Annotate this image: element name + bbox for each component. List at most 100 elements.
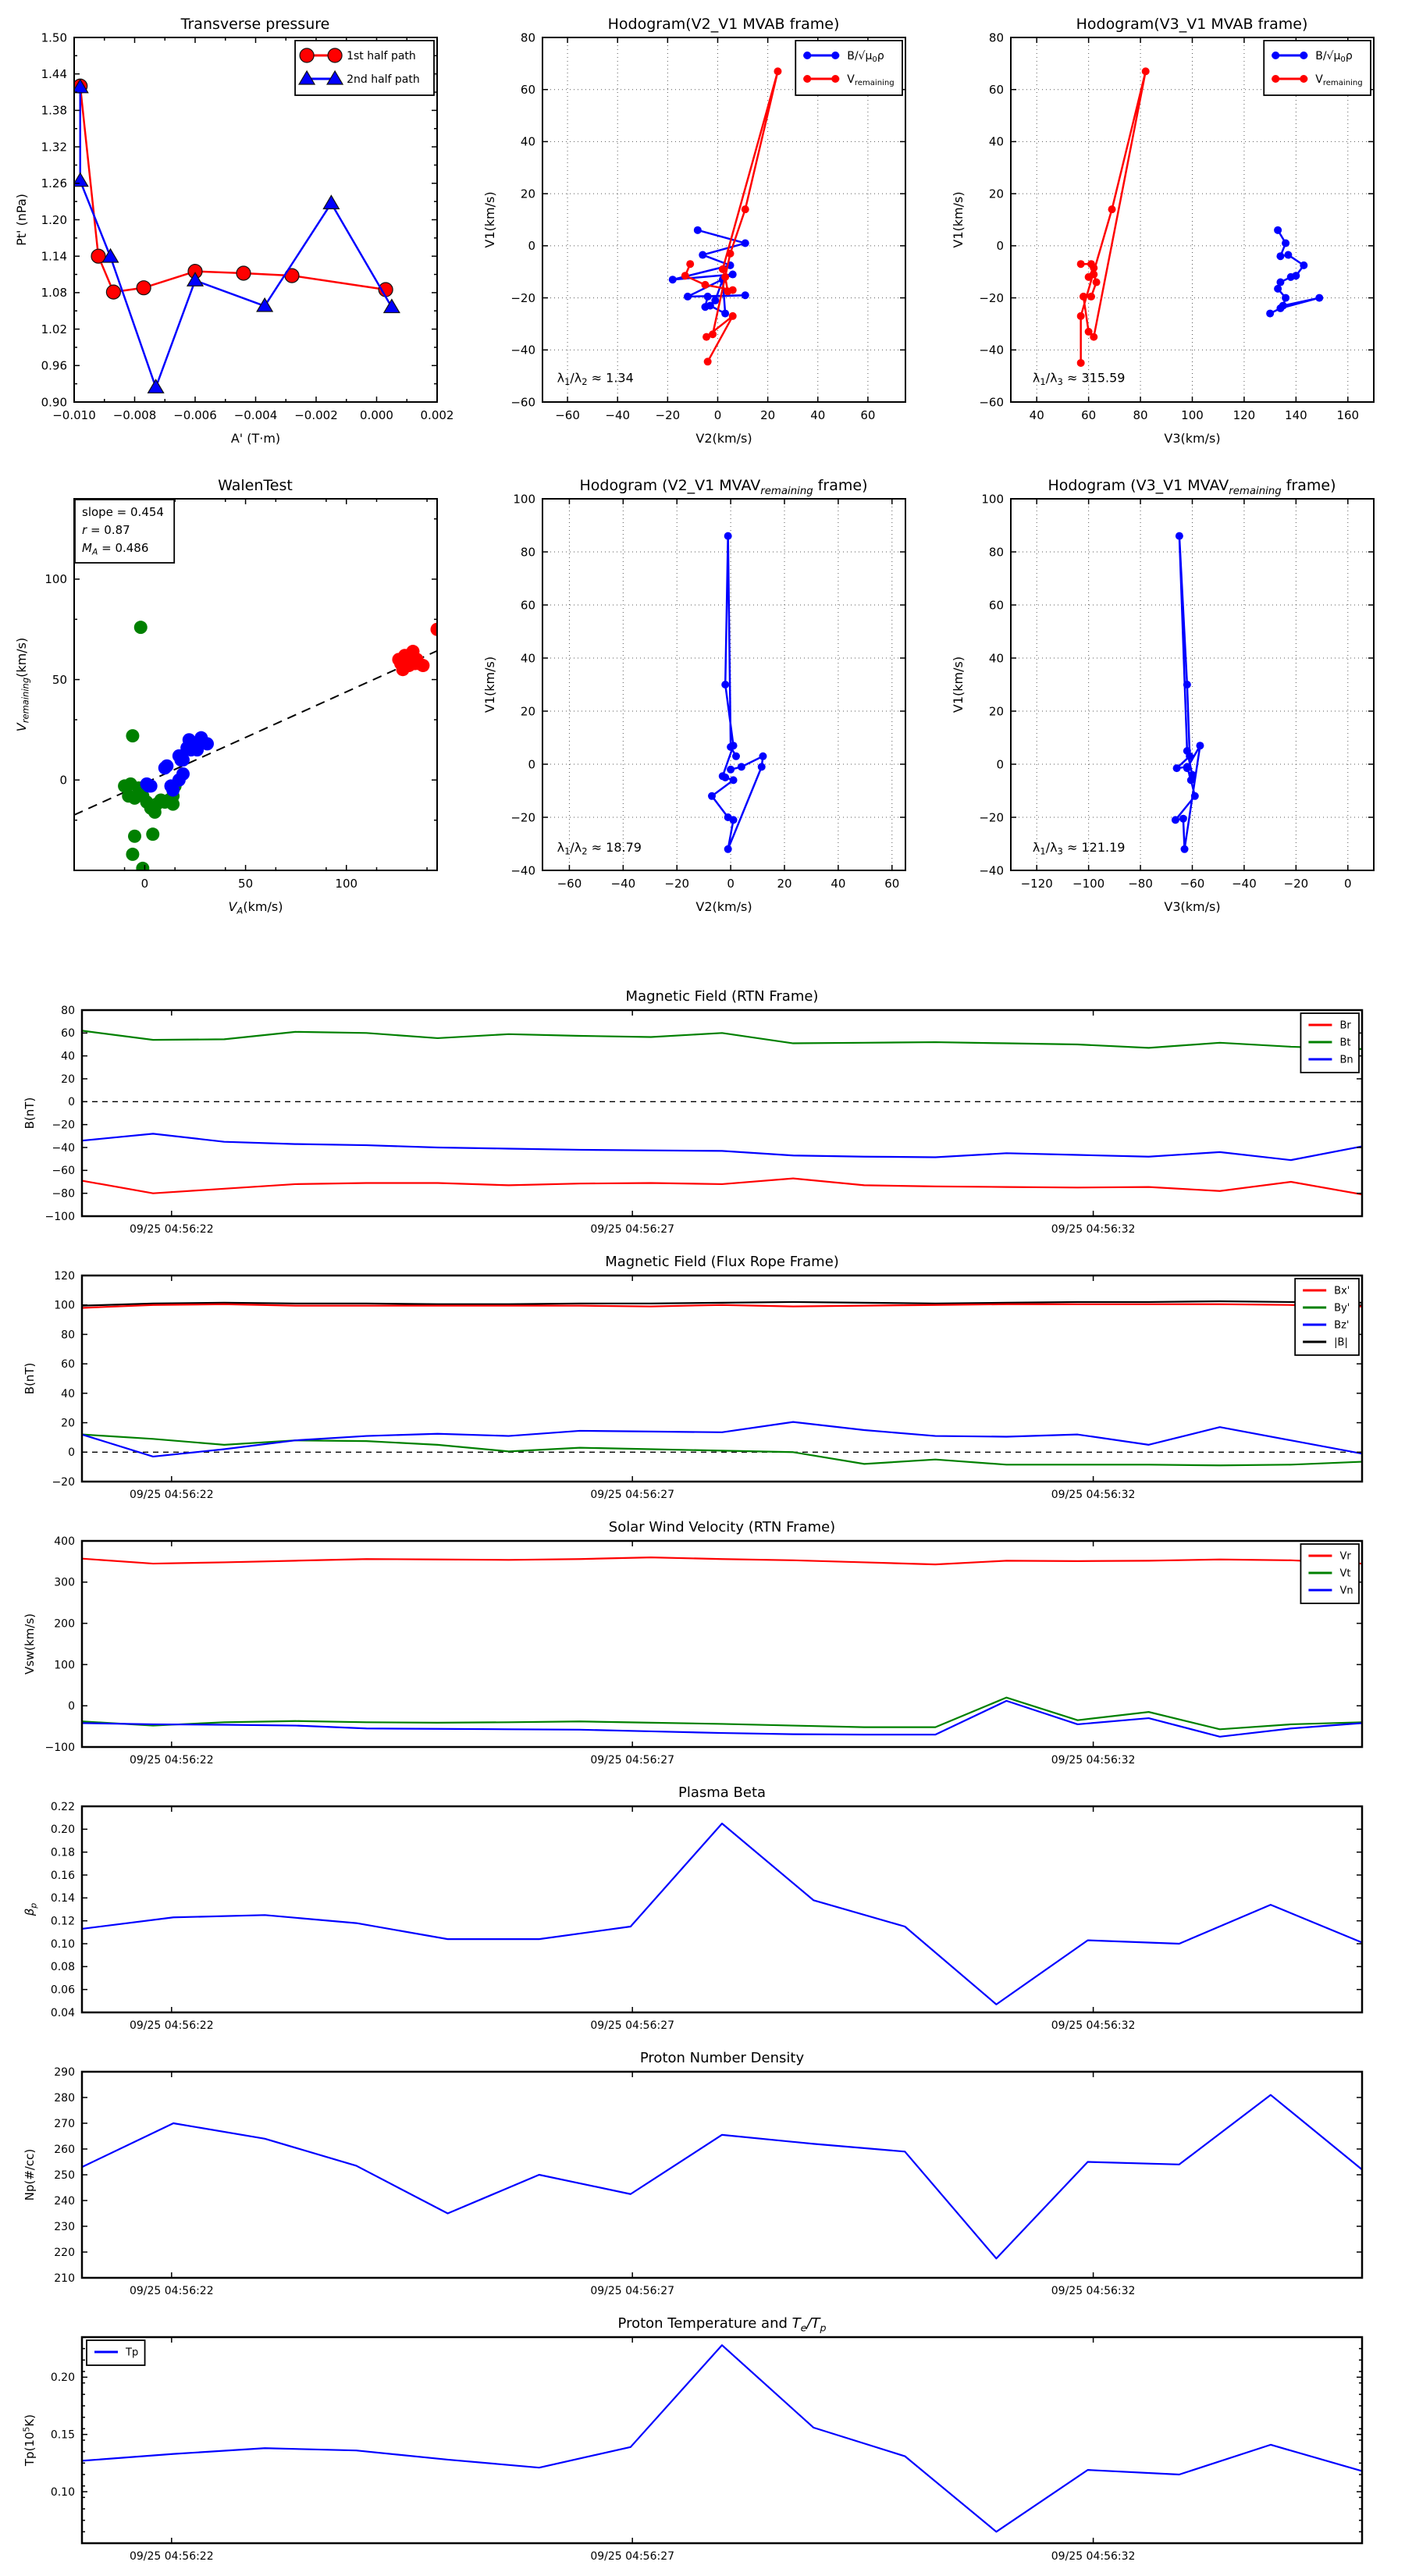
svg-text:−40: −40 [1232, 877, 1257, 891]
svg-text:80: 80 [1133, 408, 1148, 422]
hodogram-v3v1-mvab-plot: 40 60 80 100 120 140 160 −60 −40 −20 0 20 40 60 80 V3(k… [951, 30, 1375, 446]
legend: B/√μ0ρ Vremaining [1263, 40, 1371, 96]
svg-text:−40: −40 [611, 877, 636, 891]
svg-text:−40: −40 [52, 1142, 75, 1155]
svg-text:slope = 0.454: slope = 0.454 [82, 505, 164, 519]
svg-text:−60: −60 [510, 395, 535, 409]
series-2nd half path [73, 78, 400, 393]
ticks [82, 1806, 1362, 2013]
y-axis-label: Vremaining(km/s) [14, 638, 31, 731]
svg-text:−60: −60 [557, 877, 582, 891]
svg-text:−20: −20 [979, 291, 1004, 305]
ticks [542, 498, 905, 871]
svg-text:09/25 04:56:27: 09/25 04:56:27 [590, 1754, 674, 1767]
panel-hodogram-v3v1-mvav: Hodogram (V3_V1 MVAVremaining frame) −12… [937, 463, 1405, 939]
svg-text:120: 120 [1233, 408, 1256, 422]
svg-text:20: 20 [989, 704, 1004, 718]
series-|B| [81, 1300, 1363, 1307]
axes-box [80, 1539, 1364, 1749]
lambda-ratio-annotation: λ1/λ2 ≈ 1.34 [557, 370, 634, 387]
svg-text:200: 200 [54, 1618, 75, 1631]
legend: Tp [86, 2339, 146, 2366]
panel-title: Transverse pressure [180, 16, 330, 33]
x-axis-label: A' (T·m) [231, 431, 280, 446]
panel-title: Plasma Beta [678, 1784, 767, 1801]
svg-text:100: 100 [513, 492, 535, 506]
svg-text:80: 80 [989, 30, 1004, 44]
ticks [82, 1009, 1362, 1217]
svg-text:Bx': Bx' [1334, 1286, 1350, 1297]
ticks [82, 2071, 1362, 2279]
svg-text:09/25 04:56:32: 09/25 04:56:32 [1051, 1489, 1136, 1501]
svg-text:280: 280 [54, 2092, 75, 2105]
y-axis-label: Np(#/cc) [23, 2149, 37, 2201]
svg-text:1st half path: 1st half path [347, 50, 416, 62]
svg-text:100: 100 [1181, 408, 1204, 422]
svg-text:1.44: 1.44 [41, 67, 67, 81]
svg-text:60: 60 [61, 1358, 75, 1371]
svg-text:260: 260 [54, 2144, 75, 2156]
series-Tp [81, 2344, 1363, 2533]
svg-text:−60: −60 [979, 395, 1004, 409]
svg-text:60: 60 [989, 598, 1004, 612]
svg-text:1.50: 1.50 [41, 30, 67, 44]
svg-text:−20: −20 [52, 1119, 75, 1132]
panel-title: Solar Wind Velocity (RTN Frame) [608, 1519, 836, 1535]
walen-test-plot: 0 50 100 0 50 100 VA(km/s) Vremaining(km/s) slop… [14, 498, 438, 916]
svg-text:40: 40 [521, 135, 535, 149]
svg-text:80: 80 [521, 30, 535, 44]
svg-text:r = 0.87: r = 0.87 [82, 523, 130, 537]
series-Bz' [81, 1421, 1363, 1458]
series-group [708, 532, 767, 853]
axes-box [73, 498, 438, 871]
svg-text:20: 20 [61, 1417, 75, 1429]
hodogram-v2v1-mvav-plot: −60 −40 −20 0 20 40 60 −40 −20 0 20 40 60 80 100 V2(km/… [482, 492, 906, 914]
svg-text:0.04: 0.04 [51, 2007, 75, 2019]
svg-text:0: 0 [141, 877, 149, 891]
svg-text:400: 400 [54, 1535, 75, 1548]
svg-text:−80: −80 [1128, 877, 1153, 891]
svg-text:0.20: 0.20 [51, 2371, 75, 2384]
series-group [1076, 67, 1324, 367]
series-group [118, 621, 438, 871]
svg-text:−100: −100 [45, 1742, 75, 1754]
svg-text:300: 300 [54, 1577, 75, 1589]
panel-hodogram-v2v1-mvav: Hodogram (V2_V1 MVAVremaining frame) −60… [468, 463, 937, 939]
svg-text:−40: −40 [979, 343, 1004, 358]
svg-text:09/25 04:56:32: 09/25 04:56:32 [1051, 1223, 1136, 1236]
y-axis-label: B(nT) [23, 1098, 37, 1130]
svg-text:−40: −40 [510, 343, 535, 358]
svg-text:−120: −120 [1021, 877, 1053, 891]
svg-text:0: 0 [528, 757, 535, 771]
svg-text:09/25 04:56:22: 09/25 04:56:22 [130, 2019, 214, 2032]
svg-text:−60: −60 [555, 408, 580, 422]
svg-text:2nd half path: 2nd half path [347, 73, 420, 86]
svg-text:80: 80 [61, 1005, 75, 1017]
svg-text:0.22: 0.22 [51, 1801, 75, 1813]
svg-text:40: 40 [831, 877, 845, 891]
hodogram-v3v1-mvav-plot: −120 −100 −80 −60 −40 −20 0 −40 −20 0 20 40 60 80 100 V… [951, 492, 1375, 914]
svg-text:250: 250 [54, 2169, 75, 2182]
svg-text:MA = 0.486: MA = 0.486 [82, 541, 148, 557]
ticks [82, 2336, 1362, 2544]
svg-text:−20: −20 [664, 877, 689, 891]
svg-text:Bt: Bt [1339, 1037, 1350, 1049]
series-Bx' [81, 1303, 1363, 1309]
ticks [542, 37, 905, 403]
svg-text:09/25 04:56:32: 09/25 04:56:32 [1051, 2285, 1136, 2297]
axes-box [80, 1009, 1364, 1218]
panel-title: Magnetic Field (RTN Frame) [625, 988, 819, 1005]
svg-text:Br: Br [1339, 1020, 1351, 1032]
svg-text:0.12: 0.12 [51, 1916, 75, 1928]
svg-text:Vremaining: Vremaining [1315, 73, 1362, 87]
y-axis-label: βp [23, 1903, 38, 1917]
svg-text:140: 140 [1285, 408, 1307, 422]
proton-temperature-plot: 09/25 04:56:22 09/25 04:56:27 09/25 04:56:… [21, 2336, 1364, 2563]
x-axis-label: V2(km/s) [695, 899, 752, 914]
svg-text:B/√μ0ρ: B/√μ0ρ [847, 50, 884, 64]
y-axis-label: Tp(105K) [21, 2414, 37, 2467]
panel-walen-test: WalenTest 0 50 100 0 50 100 VA(km/s) Vremaining… [0, 463, 468, 939]
svg-text:Bz': Bz' [1334, 1320, 1349, 1332]
svg-text:60: 60 [989, 83, 1004, 97]
